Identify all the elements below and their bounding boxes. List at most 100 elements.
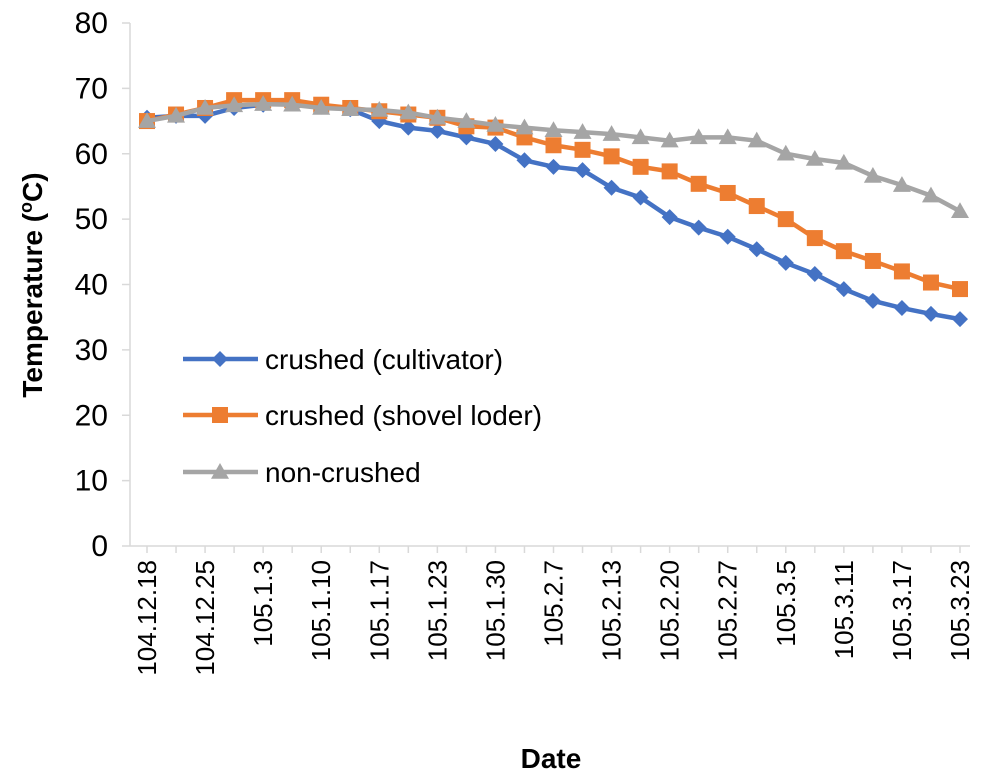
y-tick-label: 20 bbox=[75, 399, 108, 432]
legend-label: crushed (shovel loder) bbox=[265, 400, 542, 431]
x-tick-label: 105.3.5 bbox=[771, 560, 801, 647]
data-point bbox=[951, 202, 969, 219]
data-point bbox=[400, 119, 417, 136]
data-point bbox=[834, 153, 853, 170]
legend: crushed (cultivator) crushed (shovel lode… bbox=[183, 344, 542, 488]
data-point bbox=[893, 263, 910, 280]
data-point bbox=[196, 98, 215, 115]
series-lines bbox=[138, 92, 969, 328]
data-point bbox=[487, 135, 504, 152]
data-point bbox=[805, 149, 824, 166]
data-point bbox=[776, 144, 795, 161]
x-tick-label: 104.12.18 bbox=[132, 560, 162, 676]
y-axis-title-main: Temperature ( bbox=[17, 212, 48, 397]
data-point bbox=[399, 103, 418, 120]
data-point bbox=[312, 98, 331, 115]
y-tick-label: 60 bbox=[75, 138, 108, 171]
y-axis-title-sup: o bbox=[16, 202, 36, 213]
data-point bbox=[921, 186, 940, 203]
data-point bbox=[661, 209, 678, 226]
x-tick-label: 105.1.30 bbox=[480, 560, 510, 661]
x-tick-label: 104.12.25 bbox=[190, 560, 220, 676]
data-point bbox=[544, 121, 563, 137]
x-tick-label: 105.2.27 bbox=[713, 560, 743, 661]
x-tick-label: 105.2.20 bbox=[655, 560, 685, 661]
data-point bbox=[545, 158, 562, 175]
data-point bbox=[631, 128, 650, 145]
data-point bbox=[718, 128, 737, 145]
data-point bbox=[254, 95, 273, 111]
data-point bbox=[516, 152, 533, 169]
x-axis-title: Date bbox=[521, 743, 582, 774]
x-tick-label: 105.2.7 bbox=[539, 560, 569, 647]
x-tick-label: 105.3.11 bbox=[829, 560, 859, 659]
data-point bbox=[922, 274, 939, 291]
data-point bbox=[690, 219, 707, 236]
y-axis: 0 10 20 30 40 50 60 70 80 bbox=[75, 7, 131, 563]
data-point bbox=[603, 148, 620, 165]
y-tick-label: 70 bbox=[75, 72, 108, 105]
legend-marker bbox=[212, 407, 228, 423]
data-point bbox=[225, 96, 244, 113]
y-tick-label: 30 bbox=[75, 334, 108, 367]
data-point bbox=[719, 228, 736, 245]
data-point bbox=[922, 305, 939, 322]
legend-marker bbox=[211, 463, 229, 479]
data-point bbox=[835, 281, 852, 298]
data-point bbox=[632, 158, 649, 175]
x-tick-label: 105.1.23 bbox=[422, 560, 452, 661]
legend-item: crushed (shovel loder) bbox=[183, 400, 542, 431]
data-point bbox=[486, 115, 505, 132]
data-point bbox=[429, 122, 446, 139]
data-point bbox=[892, 176, 911, 192]
x-tick-label: 105.1.17 bbox=[364, 560, 394, 661]
data-point bbox=[632, 189, 649, 206]
data-point bbox=[545, 137, 562, 154]
series-line bbox=[146, 101, 962, 214]
y-tick-label: 80 bbox=[75, 7, 108, 40]
data-point bbox=[428, 108, 447, 125]
data-point bbox=[661, 163, 678, 180]
x-axis: 104.12.18 104.12.25 105.1.3 105.1.10 105.1.1… bbox=[130, 545, 975, 676]
data-point bbox=[777, 211, 794, 228]
data-point bbox=[689, 128, 708, 145]
data-point bbox=[806, 230, 823, 247]
y-tick-label: 10 bbox=[75, 465, 108, 498]
data-point bbox=[341, 100, 360, 117]
data-point bbox=[863, 166, 882, 183]
y-tick-label: 0 bbox=[91, 530, 108, 563]
data-point bbox=[864, 292, 881, 309]
x-tick-label: 105.2.13 bbox=[597, 560, 627, 661]
data-point bbox=[603, 179, 620, 196]
data-point bbox=[660, 131, 679, 148]
data-point bbox=[719, 184, 736, 201]
legend-item: non-crushed bbox=[183, 457, 421, 488]
y-axis-title-end: C) bbox=[17, 172, 48, 202]
data-point bbox=[457, 112, 476, 128]
legend-item: crushed (cultivator) bbox=[183, 344, 503, 375]
data-point bbox=[748, 241, 765, 258]
data-point bbox=[602, 125, 621, 141]
data-point bbox=[806, 266, 823, 283]
data-point bbox=[573, 123, 592, 139]
y-tick-label: 50 bbox=[75, 203, 108, 236]
data-point bbox=[167, 106, 186, 123]
data-point bbox=[777, 254, 794, 271]
x-tick-label: 105.3.23 bbox=[945, 560, 975, 661]
data-point bbox=[138, 112, 156, 128]
x-tick-label: 105.1.3 bbox=[248, 560, 278, 647]
y-axis-title: Temperature (oC) bbox=[16, 172, 48, 397]
data-point bbox=[515, 118, 534, 135]
data-point bbox=[574, 141, 591, 158]
data-point bbox=[952, 281, 968, 298]
data-point bbox=[574, 162, 591, 179]
legend-label: non-crushed bbox=[265, 457, 421, 488]
legend-marker bbox=[212, 351, 228, 367]
series-non-crushed bbox=[138, 95, 969, 219]
data-point bbox=[690, 175, 707, 192]
data-point bbox=[835, 243, 852, 260]
data-point bbox=[864, 252, 881, 269]
legend-label: crushed (cultivator) bbox=[265, 344, 503, 375]
data-point bbox=[893, 300, 910, 317]
